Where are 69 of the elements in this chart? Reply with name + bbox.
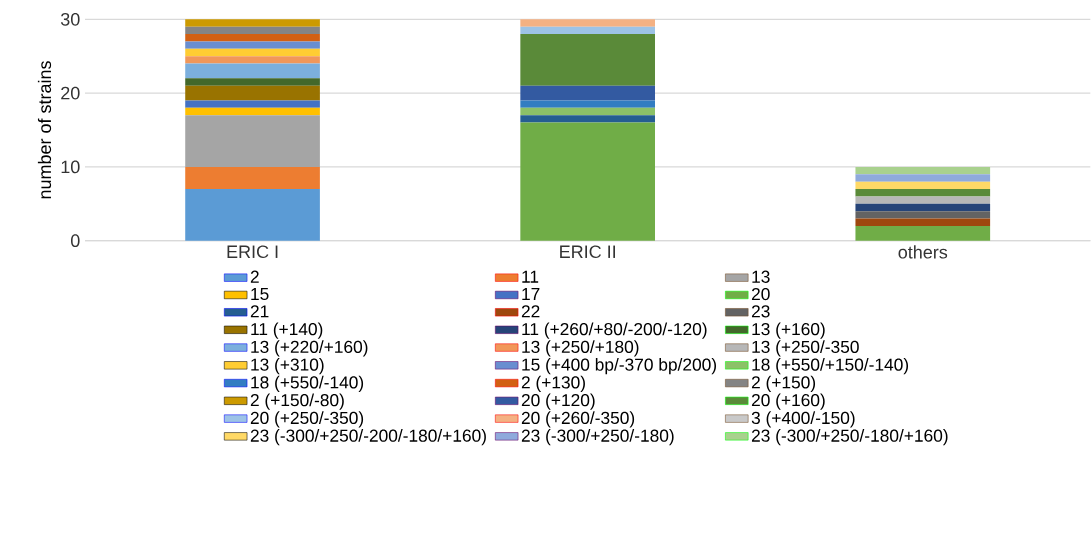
legend-label: 20: [751, 287, 770, 301]
bar: [185, 189, 320, 241]
x-tick-label: others: [898, 245, 948, 259]
x-tick-label: ERIC I: [227, 245, 278, 259]
bar: [185, 26, 320, 35]
bar: [520, 26, 655, 35]
bar: [520, 115, 655, 123]
legend-label: 15 (+400 bp/-370 bp/200): [522, 358, 717, 375]
bar: [185, 34, 320, 42]
legend-label: 2 (+150): [751, 375, 816, 392]
bar: [855, 189, 991, 197]
y-axis-title: number of strains: [37, 61, 52, 199]
y-tick-label: 20: [61, 86, 80, 100]
bar: [855, 174, 991, 182]
bar: [185, 19, 320, 27]
bar: [855, 211, 991, 219]
legend-label: 2 (+150/-80): [250, 393, 344, 410]
legend-label: 23 (-300/+250/-180/+160): [751, 429, 948, 446]
bar: [520, 85, 655, 101]
legend-label: 23 (-300/+250/-180): [521, 429, 674, 446]
legend-label: 22: [521, 305, 540, 318]
legend-label: 3 (+400/-150): [751, 411, 855, 428]
bar: [855, 196, 991, 204]
bar: [855, 218, 991, 226]
bar: [185, 56, 320, 64]
bar: [520, 100, 655, 108]
legend-label: 11: [522, 270, 539, 283]
legend-label: 23 (-300/+250/-200/-180/+160): [250, 429, 486, 446]
bar: [185, 48, 320, 57]
bar: [185, 78, 320, 86]
legend-label: 20 (+260/-350): [521, 411, 635, 428]
legend-label: 20 (+120): [521, 393, 595, 410]
legend-label: 20 (+250/-350): [250, 411, 364, 428]
legend-label: 13 (+250/+180): [522, 340, 639, 357]
legend-label: 11 (+260/+80/-200/-120): [522, 322, 707, 339]
bar: [520, 122, 655, 241]
bar: [185, 115, 320, 167]
legend-label: 2: [250, 270, 259, 283]
bar: [520, 107, 655, 116]
legend-label: 13 (+310): [251, 358, 324, 375]
legend-label: 13: [752, 270, 770, 283]
bar: [185, 107, 320, 116]
legend-label: 11 (+140): [251, 322, 323, 339]
bar: [520, 34, 655, 86]
bar: [855, 166, 991, 175]
legend-label: 13 (+160): [752, 322, 825, 339]
legend-label: 18 (+550/+150/-140): [752, 358, 909, 375]
bar: [185, 41, 320, 49]
bar: [520, 19, 655, 27]
legend-label: 18 (+550/-140): [251, 375, 364, 392]
legend-label: 20 (+160): [751, 393, 825, 410]
legend-label: 15: [251, 288, 269, 301]
bar: [185, 85, 320, 101]
bar: [855, 181, 991, 190]
y-tick-label: 0: [70, 234, 80, 248]
bar: [185, 166, 320, 190]
bar: [855, 203, 991, 212]
y-tick-label: 10: [61, 160, 80, 174]
legend-label: 21: [250, 305, 269, 318]
legend-label: 2 (+130): [521, 375, 585, 392]
legend-label: 23: [751, 305, 770, 318]
legend-label: 13 (+220/+160): [251, 340, 368, 357]
bar: [855, 225, 991, 241]
y-tick-label: 30: [60, 12, 80, 26]
legend-label: 17: [522, 288, 540, 300]
legend-label: 13 (+250/-350: [752, 340, 859, 357]
bar: [185, 100, 320, 108]
bar: [185, 63, 320, 79]
x-tick-label: ERIC II: [560, 245, 616, 259]
